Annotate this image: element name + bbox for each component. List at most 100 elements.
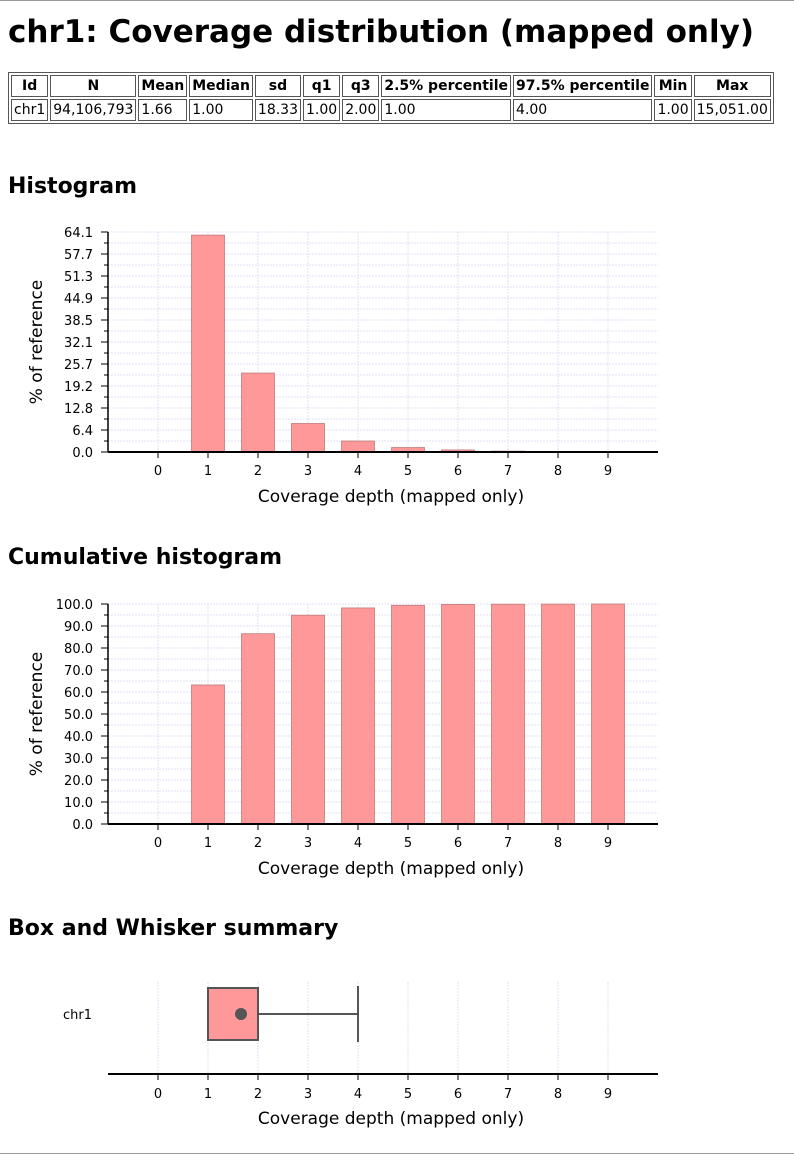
bar bbox=[241, 372, 275, 453]
x-tick-label: 5 bbox=[404, 836, 412, 851]
table-cell: 94,106,793 bbox=[50, 99, 137, 121]
x-tick-label: 1 bbox=[204, 464, 212, 479]
x-axis-label: Coverage depth (mapped only) bbox=[258, 1109, 524, 1129]
table-cell: 1.66 bbox=[138, 99, 188, 121]
column-header: q3 bbox=[342, 75, 380, 97]
table-cell: 4.00 bbox=[513, 99, 653, 121]
y-tick-label: 25.7 bbox=[64, 358, 93, 373]
x-tick-label: 0 bbox=[154, 836, 162, 851]
bar bbox=[341, 440, 375, 453]
table-cell: 1.00 bbox=[189, 99, 253, 121]
summary-table: Id N Mean Median sd q1 q3 2.5% percentile 97.5% … bbox=[8, 72, 774, 124]
category-label: chr1 bbox=[63, 1008, 92, 1023]
bar bbox=[291, 614, 325, 825]
table-cell: 1.00 bbox=[654, 99, 692, 121]
x-tick-label: 2 bbox=[254, 464, 262, 479]
bar bbox=[491, 603, 525, 825]
y-tick-label: 12.8 bbox=[64, 402, 93, 417]
bar bbox=[341, 607, 375, 825]
column-header: 97.5% percentile bbox=[513, 75, 653, 97]
column-header: sd bbox=[254, 75, 302, 97]
column-header: q1 bbox=[303, 75, 341, 97]
y-tick-label: 20.0 bbox=[64, 774, 93, 789]
x-tick-label: 2 bbox=[254, 836, 262, 851]
y-tick-label: 100.0 bbox=[56, 598, 93, 613]
y-tick-label: 6.4 bbox=[72, 424, 93, 439]
x-tick-label: 9 bbox=[604, 464, 612, 479]
column-header: Median bbox=[189, 75, 253, 97]
x-tick-label: 8 bbox=[554, 836, 562, 851]
y-tick-label: 44.9 bbox=[64, 292, 93, 307]
x-tick-label: 0 bbox=[154, 464, 162, 479]
y-tick-label: 90.0 bbox=[64, 620, 93, 635]
x-tick-label: 4 bbox=[354, 1087, 362, 1102]
x-tick-label: 3 bbox=[304, 464, 312, 479]
summary-header-row: Id N Mean Median sd q1 q3 2.5% percentile 97.5% … bbox=[11, 75, 771, 97]
y-axis-label: % of reference bbox=[27, 280, 47, 405]
x-tick-label: 5 bbox=[404, 464, 412, 479]
bar bbox=[591, 603, 625, 825]
y-tick-label: 70.0 bbox=[64, 664, 93, 679]
y-tick-label: 10.0 bbox=[64, 796, 93, 811]
page-title: chr1: Coverage distribution (mapped only… bbox=[8, 14, 754, 50]
cumulative-heading: Cumulative histogram bbox=[8, 545, 283, 570]
column-header: Min bbox=[654, 75, 692, 97]
x-tick-label: 4 bbox=[354, 836, 362, 851]
x-axis-label: Coverage depth (mapped only) bbox=[258, 859, 524, 879]
table-cell: 15,051.00 bbox=[693, 99, 771, 121]
y-tick-label: 80.0 bbox=[64, 642, 93, 657]
x-tick-label: 2 bbox=[254, 1087, 262, 1102]
x-tick-label: 6 bbox=[454, 1087, 462, 1102]
y-tick-label: 0.0 bbox=[72, 446, 93, 461]
table-cell: 1.00 bbox=[303, 99, 341, 121]
x-tick-label: 1 bbox=[204, 836, 212, 851]
cumulative-histogram-chart: 0.0 10.0 20.0 30.0 40.0 50.0 60.0 70.0 80.0 90.0 1… bbox=[27, 598, 658, 879]
x-tick-label: 7 bbox=[504, 464, 512, 479]
box bbox=[207, 987, 259, 1041]
column-header: Id bbox=[11, 75, 49, 97]
y-tick-label: 0.0 bbox=[72, 818, 93, 833]
x-tick-label: 1 bbox=[204, 1087, 212, 1102]
y-tick-label: 32.1 bbox=[64, 336, 93, 351]
y-tick-label: 30.0 bbox=[64, 752, 93, 767]
table-cell: chr1 bbox=[11, 99, 49, 121]
x-tick-label: 0 bbox=[154, 1087, 162, 1102]
x-tick-label: 7 bbox=[504, 836, 512, 851]
bar bbox=[441, 604, 475, 825]
table-cell: 18.33 bbox=[254, 99, 302, 121]
x-tick-label: 8 bbox=[554, 464, 562, 479]
table-row: chr1 94,106,793 1.66 1.00 18.33 1.00 2.00 1.00 4… bbox=[11, 99, 771, 121]
mean-point bbox=[235, 1008, 247, 1020]
column-header: Max bbox=[693, 75, 771, 97]
x-tick-label: 8 bbox=[554, 1087, 562, 1102]
table-cell: 2.00 bbox=[342, 99, 380, 121]
bar bbox=[291, 423, 325, 453]
top-rule bbox=[0, 0, 794, 1]
column-header: N bbox=[50, 75, 137, 97]
bar bbox=[391, 604, 425, 825]
histogram-heading: Histogram bbox=[8, 174, 138, 199]
bar bbox=[191, 684, 225, 825]
x-tick-label: 9 bbox=[604, 1087, 612, 1102]
bar bbox=[191, 234, 225, 453]
y-tick-label: 64.1 bbox=[64, 226, 93, 241]
y-tick-label: 50.0 bbox=[64, 708, 93, 723]
x-tick-label: 3 bbox=[304, 836, 312, 851]
y-tick-label: 51.3 bbox=[64, 270, 93, 285]
bar bbox=[241, 633, 275, 825]
y-tick-label: 19.2 bbox=[64, 380, 93, 395]
table-cell: 1.00 bbox=[381, 99, 512, 121]
x-tick-label: 5 bbox=[404, 1087, 412, 1102]
x-tick-label: 7 bbox=[504, 1087, 512, 1102]
x-tick-label: 6 bbox=[454, 464, 462, 479]
column-header: 2.5% percentile bbox=[381, 75, 512, 97]
x-axis-label: Coverage depth (mapped only) bbox=[258, 487, 524, 507]
x-tick-label: 3 bbox=[304, 1087, 312, 1102]
box-whisker-chart: 0 1 2 3 4 5 6 7 8 9 chr1 Coverage depth (mapped onl… bbox=[63, 982, 658, 1129]
y-tick-label: 60.0 bbox=[64, 686, 93, 701]
column-header: Mean bbox=[138, 75, 188, 97]
y-tick-label: 40.0 bbox=[64, 730, 93, 745]
bar bbox=[541, 603, 575, 825]
histogram-chart: 0.06.412.819.225.732.138.544.951.357.764… bbox=[27, 226, 658, 507]
y-tick-label: 38.5 bbox=[64, 314, 93, 329]
